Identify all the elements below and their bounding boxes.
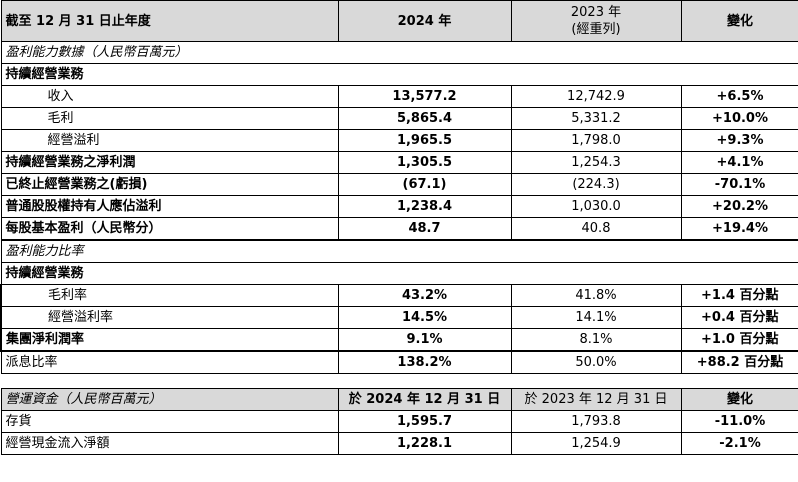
row-label: 已終止經營業務之(虧損) bbox=[0, 173, 339, 196]
header-2023-restated: (經重列) bbox=[571, 22, 621, 37]
row-value-2023: 14.1% bbox=[510, 306, 682, 329]
row-value-2023: 1,793.8 bbox=[510, 410, 682, 433]
working-capital-header-row: 營運資金（人民幣百萬元） 於 2024 年 12 月 31 日 於 2023 年… bbox=[0, 388, 798, 411]
table-row: 集團淨利潤率 9.1% 8.1% +1.0 百分點 bbox=[0, 328, 798, 352]
section-subtitle-continuing-ops-2: 持續經營業務 bbox=[0, 262, 798, 285]
section-title-row: 盈利能力數據（人民幣百萬元） bbox=[0, 41, 798, 64]
row-value-2023: 1,254.9 bbox=[510, 432, 682, 455]
header-change: 變化 bbox=[680, 0, 798, 42]
row-change: -2.1% bbox=[680, 432, 798, 455]
section-subtitle-row: 持續經營業務 bbox=[0, 63, 798, 86]
section-subtitle-row: 持續經營業務 bbox=[0, 262, 798, 285]
row-value-2024: 1,595.7 bbox=[337, 410, 512, 433]
header-2024: 2024 年 bbox=[337, 0, 512, 42]
section-title-profitability-data: 盈利能力數據（人民幣百萬元） bbox=[0, 41, 798, 64]
row-label: 經營溢利率 bbox=[0, 306, 339, 329]
row-label: 派息比率 bbox=[0, 350, 339, 374]
table-row: 已終止經營業務之(虧損) (67.1) (224.3) -70.1% bbox=[0, 173, 798, 196]
row-value-2024: 1,305.5 bbox=[337, 151, 512, 174]
row-label: 集團淨利潤率 bbox=[0, 328, 339, 352]
row-change: +0.4 百分點 bbox=[680, 306, 798, 329]
row-label: 持續經營業務之淨利潤 bbox=[0, 151, 339, 174]
table-row: 毛利 5,865.4 5,331.2 +10.0% bbox=[0, 107, 798, 130]
spacer-cell bbox=[1, 373, 798, 389]
row-change: +9.3% bbox=[680, 129, 798, 152]
row-label: 每股基本盈利（人民幣分） bbox=[0, 217, 339, 241]
row-label: 毛利 bbox=[0, 107, 339, 130]
row-value-2024: 5,865.4 bbox=[337, 107, 512, 130]
table-row: 收入 13,577.2 12,742.9 +6.5% bbox=[0, 85, 798, 108]
section-subtitle-continuing-ops: 持續經營業務 bbox=[0, 63, 798, 86]
table-row: 每股基本盈利（人民幣分） 48.7 40.8 +19.4% bbox=[0, 217, 798, 241]
section-title-row: 盈利能力比率 bbox=[0, 239, 798, 263]
row-value-2024: 43.2% bbox=[337, 284, 512, 307]
row-value-2024: 14.5% bbox=[337, 306, 512, 329]
table-row: 普通股股權持有人應佔溢利 1,238.4 1,030.0 +20.2% bbox=[0, 195, 798, 218]
row-change: +4.1% bbox=[680, 151, 798, 174]
row-label: 存貨 bbox=[0, 410, 339, 433]
table-row: 存貨 1,595.7 1,793.8 -11.0% bbox=[0, 410, 798, 433]
row-value-2024: 1,228.1 bbox=[337, 432, 512, 455]
row-value-2023: 41.8% bbox=[510, 284, 682, 307]
row-label: 毛利率 bbox=[0, 284, 339, 307]
header-change-2: 變化 bbox=[680, 388, 798, 411]
row-change: +1.0 百分點 bbox=[680, 328, 798, 352]
row-value-2023: 12,742.9 bbox=[510, 85, 682, 108]
row-change: +19.4% bbox=[680, 217, 798, 241]
section-title-profitability-ratios: 盈利能力比率 bbox=[0, 239, 798, 263]
table-row: 經營溢利 1,965.5 1,798.0 +9.3% bbox=[0, 129, 798, 152]
table-header-row: 截至 12 月 31 日止年度 2024 年 2023 年 (經重列) 變化 bbox=[0, 0, 798, 42]
header-period-label: 截至 12 月 31 日止年度 bbox=[0, 0, 339, 42]
spacer-row bbox=[1, 373, 798, 389]
table-row: 經營現金流入淨額 1,228.1 1,254.9 -2.1% bbox=[0, 432, 798, 455]
row-value-2024: 138.2% bbox=[337, 350, 512, 374]
row-value-2023: 40.8 bbox=[510, 217, 682, 241]
row-value-2024: 1,965.5 bbox=[337, 129, 512, 152]
table-row: 經營溢利率 14.5% 14.1% +0.4 百分點 bbox=[0, 306, 798, 329]
row-label: 普通股股權持有人應佔溢利 bbox=[0, 195, 339, 218]
table-row: 毛利率 43.2% 41.8% +1.4 百分點 bbox=[0, 284, 798, 307]
row-value-2023: (224.3) bbox=[510, 173, 682, 196]
row-change: +1.4 百分點 bbox=[680, 284, 798, 307]
header-working-capital: 營運資金（人民幣百萬元） bbox=[0, 388, 339, 411]
financial-summary-sheet: 截至 12 月 31 日止年度 2024 年 2023 年 (經重列) 變化 盈… bbox=[0, 0, 798, 455]
row-value-2023: 50.0% bbox=[510, 350, 682, 374]
header-as-at-2023: 於 2023 年 12 月 31 日 bbox=[510, 388, 682, 411]
row-value-2024: 48.7 bbox=[337, 217, 512, 241]
table-row: 持續經營業務之淨利潤 1,305.5 1,254.3 +4.1% bbox=[0, 151, 798, 174]
row-value-2023: 1,798.0 bbox=[510, 129, 682, 152]
row-value-2023: 8.1% bbox=[510, 328, 682, 352]
header-2023-year: 2023 年 bbox=[570, 5, 622, 20]
row-label: 收入 bbox=[0, 85, 339, 108]
row-change: +20.2% bbox=[680, 195, 798, 218]
header-as-at-2024: 於 2024 年 12 月 31 日 bbox=[337, 388, 512, 411]
row-value-2024: 13,577.2 bbox=[337, 85, 512, 108]
table-row: 派息比率 138.2% 50.0% +88.2 百分點 bbox=[0, 350, 798, 374]
row-value-2024: (67.1) bbox=[337, 173, 512, 196]
row-value-2023: 1,254.3 bbox=[510, 151, 682, 174]
row-change: -11.0% bbox=[680, 410, 798, 433]
financial-summary-table: 截至 12 月 31 日止年度 2024 年 2023 年 (經重列) 變化 盈… bbox=[0, 0, 798, 455]
row-change: +10.0% bbox=[680, 107, 798, 130]
row-change: +88.2 百分點 bbox=[680, 350, 798, 374]
row-value-2024: 9.1% bbox=[337, 328, 512, 352]
row-label: 經營現金流入淨額 bbox=[0, 432, 339, 455]
row-value-2024: 1,238.4 bbox=[337, 195, 512, 218]
row-change: +6.5% bbox=[680, 85, 798, 108]
header-2023: 2023 年 (經重列) bbox=[510, 0, 682, 42]
row-change: -70.1% bbox=[680, 173, 798, 196]
row-value-2023: 1,030.0 bbox=[510, 195, 682, 218]
row-value-2023: 5,331.2 bbox=[510, 107, 682, 130]
row-label: 經營溢利 bbox=[0, 129, 339, 152]
